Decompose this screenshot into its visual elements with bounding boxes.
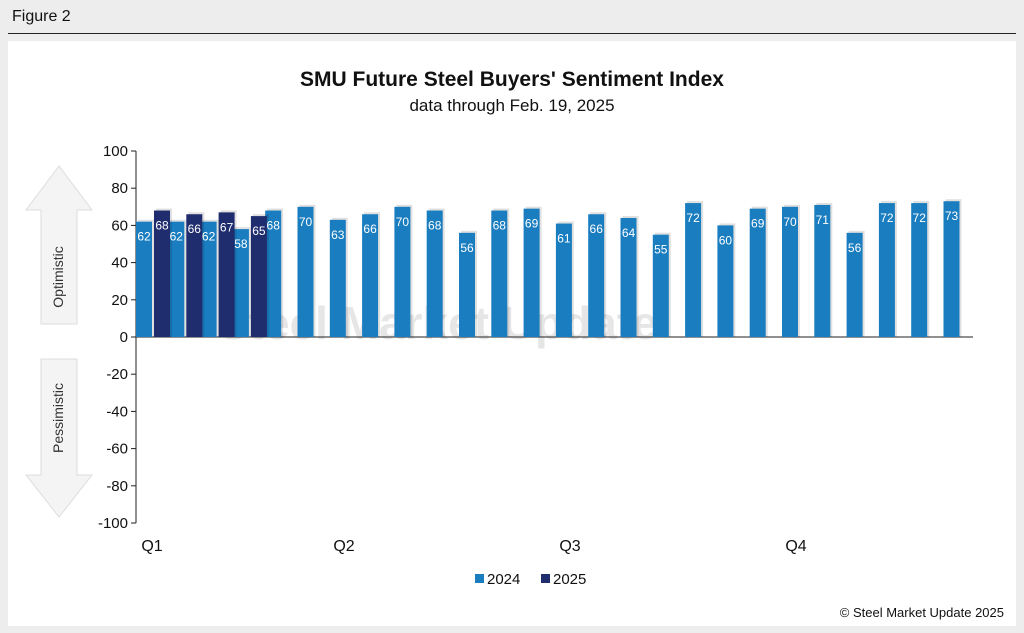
pessimistic-arrow: Pessimistic	[24, 358, 94, 518]
bar-2024	[459, 232, 475, 337]
bar-2024	[394, 206, 411, 337]
data-label-2024: 72	[880, 211, 894, 225]
bar-2024	[749, 208, 766, 337]
y-tick-label: 100	[103, 143, 128, 160]
legend: 2024 2025	[475, 571, 586, 588]
bar-2024	[136, 221, 152, 337]
data-label-2024: 73	[945, 209, 959, 223]
y-tick-label: -80	[106, 478, 128, 495]
bar-2024	[265, 210, 282, 337]
bar-2024	[620, 217, 637, 337]
data-label-2024: 72	[913, 211, 927, 225]
bar-2024	[685, 203, 702, 337]
data-label-2024: 69	[751, 217, 765, 231]
bar-2024	[717, 225, 734, 337]
data-label-2024: 71	[816, 213, 830, 227]
legend-swatch-2025	[541, 574, 550, 583]
bar-2024	[846, 232, 863, 337]
chart-subtitle: data through Feb. 19, 2025	[409, 96, 614, 115]
y-tick-label: -60	[106, 441, 128, 458]
bar-2024	[491, 210, 508, 337]
bar-2024	[782, 206, 798, 337]
data-label-2025: 68	[155, 219, 169, 233]
data-label-2024: 56	[460, 241, 474, 255]
y-tick-label: 20	[111, 292, 128, 309]
legend-swatch-2024	[475, 574, 484, 583]
chart-svg: SMU Future Steel Buyers' Sentiment Index…	[24, 68, 1004, 620]
bar-2024	[814, 204, 831, 337]
data-label-2024: 56	[848, 241, 862, 255]
data-label-2024: 55	[654, 243, 668, 257]
data-label-2024: 62	[202, 230, 216, 244]
y-tick-label: -100	[98, 515, 128, 532]
data-label-2024: 68	[267, 219, 281, 233]
pessimistic-label: Pessimistic	[50, 383, 66, 453]
y-tick-label: 40	[111, 255, 128, 272]
data-label-2024: 63	[331, 228, 345, 242]
bar-2024	[878, 203, 895, 337]
data-label-2024: 70	[783, 215, 797, 229]
bar-2024	[232, 229, 249, 337]
data-label-2024: 60	[719, 233, 733, 247]
bar-2024	[943, 201, 960, 337]
data-label-2025: 66	[188, 222, 202, 236]
data-label-2024: 64	[622, 226, 636, 240]
y-axis: 100 80 60 40 20 0 -20 -40 -60 -80 -100	[98, 143, 973, 532]
data-labels: 62 62 62 58 68 70 63 66 70 68 56 68 69 61 66 64 55 72 60 69…	[137, 209, 958, 256]
data-label-2025: 67	[220, 220, 234, 234]
data-label-2024: 62	[137, 230, 151, 244]
quarter-label: Q4	[785, 538, 806, 555]
bar-2024	[911, 203, 928, 337]
copyright: © Steel Market Update 2025	[840, 605, 1004, 620]
figure-label: Figure 2	[12, 8, 71, 25]
bar-2024	[297, 206, 314, 337]
data-label-2024: 62	[170, 230, 184, 244]
bar-2024	[555, 223, 572, 337]
data-label-2024: 69	[525, 217, 539, 231]
data-label-2024: 61	[557, 232, 571, 246]
quarter-labels: Q1 Q2 Q3 Q4	[141, 538, 806, 555]
y-tick-label: 60	[111, 217, 128, 234]
data-label-2024: 58	[234, 237, 248, 251]
bar-2025	[186, 214, 203, 337]
data-label-2025: 65	[252, 224, 266, 238]
data-label-2024: 68	[493, 219, 507, 233]
quarter-label: Q2	[333, 538, 354, 555]
y-tick-label: 80	[111, 180, 128, 197]
optimistic-arrow: Optimistic	[25, 165, 93, 325]
quarter-label: Q1	[141, 538, 162, 555]
data-label-2024: 70	[299, 215, 313, 229]
y-tick-label: -40	[106, 403, 128, 420]
chart-title: SMU Future Steel Buyers' Sentiment Index	[300, 68, 724, 91]
optimistic-label: Optimistic	[50, 246, 66, 307]
legend-label-2025: 2025	[553, 571, 586, 588]
y-tick-label: -20	[106, 366, 128, 383]
header-divider	[8, 33, 1016, 34]
data-label-2024: 68	[428, 219, 442, 233]
legend-label-2024: 2024	[487, 571, 520, 588]
data-label-2024: 66	[590, 222, 604, 236]
bar-2025	[218, 212, 235, 337]
bar-2024	[200, 221, 217, 337]
y-tick-label: 0	[120, 329, 128, 346]
bar-2025	[250, 216, 267, 337]
bar-2024	[588, 214, 605, 337]
bar-2024	[426, 210, 443, 337]
bar-2024	[168, 221, 185, 337]
bar-2024	[652, 234, 669, 337]
bar-2025	[154, 210, 170, 337]
bar-2024	[329, 219, 346, 337]
quarter-label: Q3	[559, 538, 580, 555]
bars	[136, 199, 962, 337]
bar-2024	[523, 208, 540, 337]
data-label-2024: 72	[686, 211, 700, 225]
data-label-2024: 66	[363, 222, 377, 236]
chart-panel: SMU Future Steel Buyers' Sentiment Index…	[8, 41, 1016, 626]
bar-2024	[362, 214, 379, 337]
data-label-2024: 70	[396, 215, 410, 229]
